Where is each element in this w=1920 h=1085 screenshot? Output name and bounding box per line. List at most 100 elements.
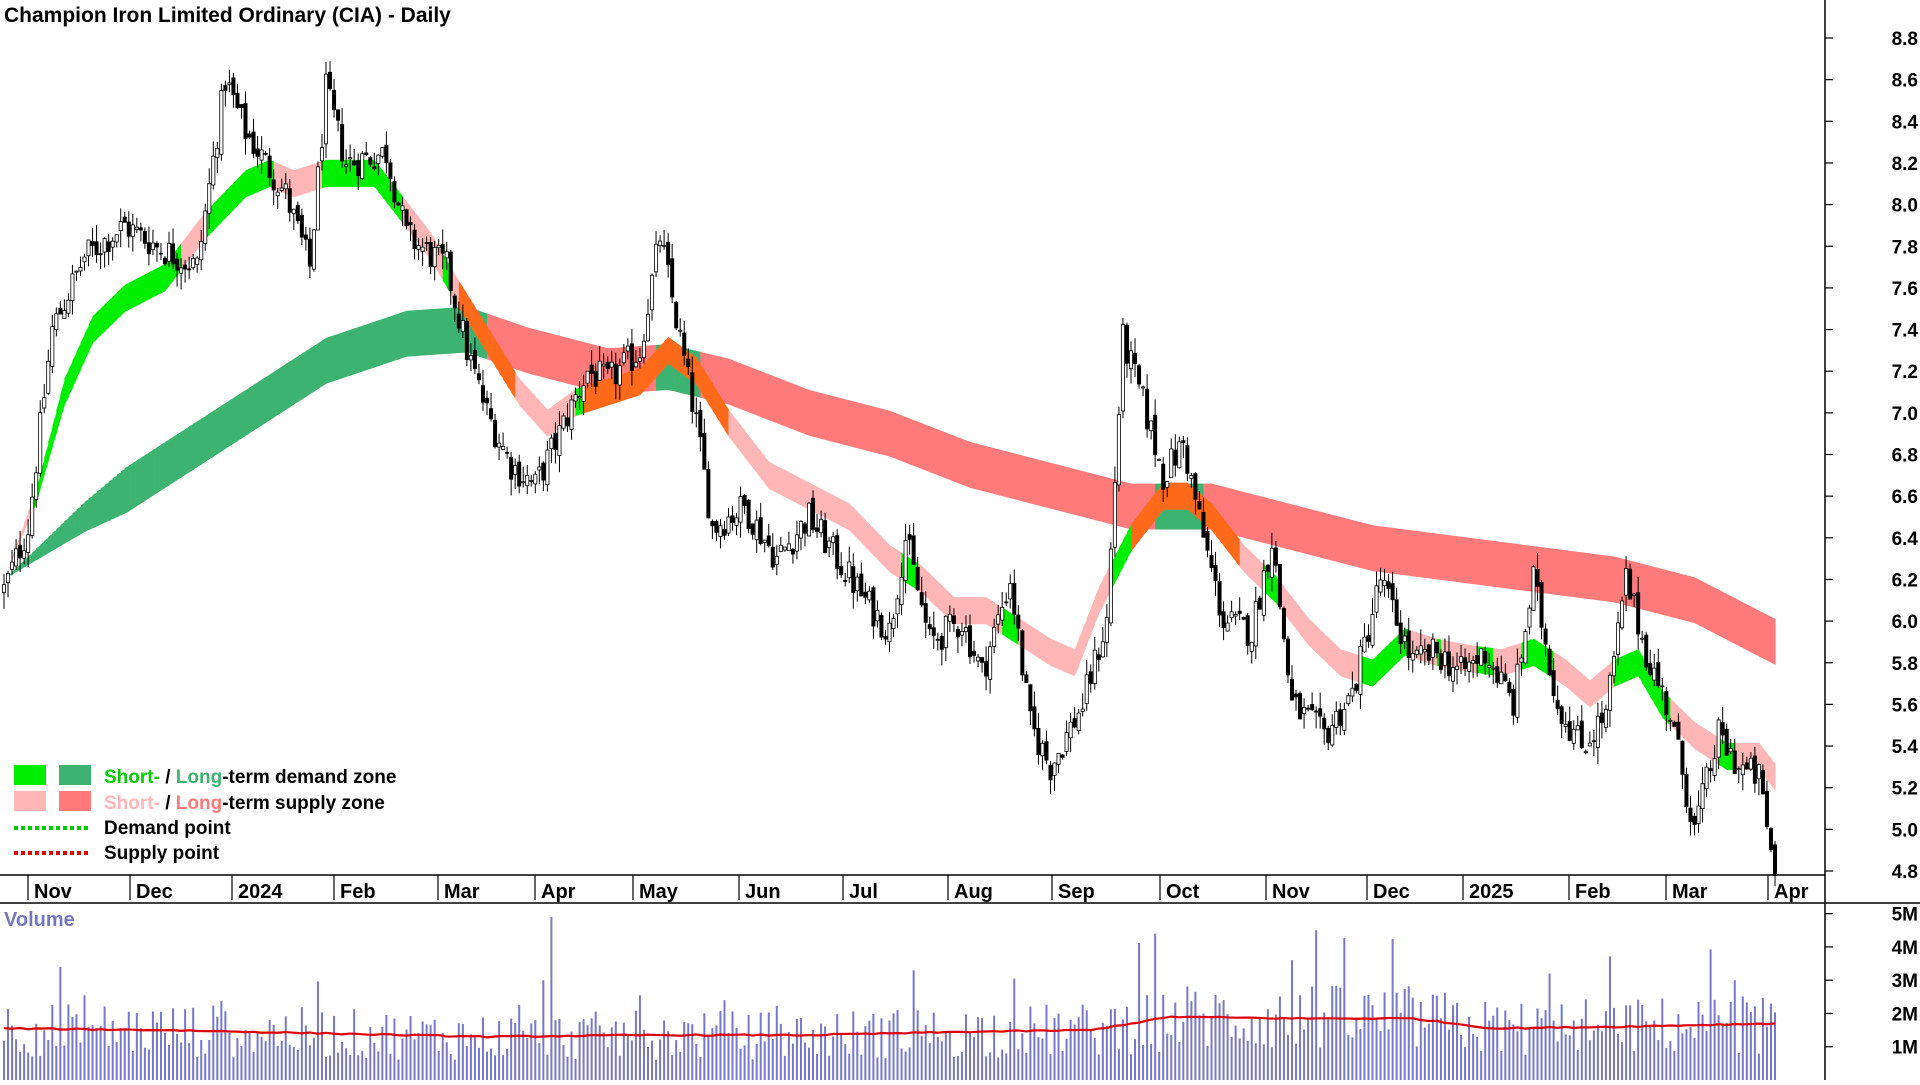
long-term-band-segment	[1271, 499, 1277, 547]
short-term-band-segment	[152, 268, 158, 298]
long-term-band-segment	[450, 307, 456, 354]
short-term-band-segment	[144, 272, 150, 302]
long-term-band-segment	[1762, 612, 1768, 661]
candle-body	[1599, 712, 1604, 724]
short-term-band-segment	[1453, 641, 1458, 670]
short-term-band-segment	[1388, 640, 1394, 672]
short-term-band-segment	[193, 222, 198, 255]
long-term-band-segment	[760, 371, 766, 419]
long-term-band-segment	[181, 428, 186, 478]
candle-body	[1040, 742, 1045, 757]
short-term-band-segment	[185, 232, 190, 265]
candle-body	[82, 256, 87, 263]
candle-body	[1149, 420, 1154, 432]
long-term-band-segment	[1094, 474, 1100, 522]
candle-body	[489, 408, 494, 420]
short-term-band-segment	[1167, 482, 1172, 510]
candle-body	[239, 104, 244, 109]
candle-body	[1273, 547, 1278, 566]
short-term-band-segment	[237, 174, 243, 206]
candle-body	[1539, 582, 1544, 628]
x-tick-label: Jun	[745, 881, 781, 903]
legend-supply-point: Supply point	[104, 843, 220, 864]
candle-body	[1265, 564, 1270, 572]
long-term-band-segment	[1372, 525, 1378, 572]
long-term-band-segment	[1010, 452, 1015, 500]
short-term-band-segment	[841, 499, 846, 529]
candle-body	[682, 332, 687, 356]
short-term-band-segment	[885, 540, 891, 573]
short-term-band-segment	[740, 425, 746, 458]
candle-body	[476, 373, 481, 381]
candle-body	[1644, 634, 1649, 668]
short-term-band-segment	[1561, 657, 1567, 687]
long-term-band-segment	[148, 449, 154, 499]
long-term-band-segment	[1730, 596, 1736, 645]
x-tick-label: May	[639, 881, 679, 903]
candle-body	[1720, 722, 1725, 736]
x-tick-label: Dec	[136, 881, 173, 903]
candle-body	[674, 301, 679, 329]
candle-body	[895, 598, 900, 615]
short-term-band-segment	[1364, 657, 1370, 686]
candle-body	[710, 520, 715, 527]
y-tick-label: 6.6	[1892, 487, 1918, 508]
short-term-band-segment	[221, 191, 226, 223]
long-term-band-segment	[1505, 542, 1510, 589]
candle-body	[1310, 704, 1315, 710]
candle-body	[1696, 805, 1701, 825]
long-term-band-segment	[535, 329, 540, 377]
long-term-band-segment	[1513, 543, 1518, 590]
candle-body	[199, 241, 204, 261]
long-term-band-segment	[1360, 522, 1366, 570]
candle-body	[1096, 654, 1101, 661]
short-term-band-segment	[1114, 547, 1120, 583]
candle-body	[307, 238, 312, 267]
candle-body	[42, 397, 47, 409]
candle-body	[1056, 752, 1061, 765]
short-term-band-segment	[1296, 602, 1301, 635]
candle-body	[1072, 718, 1077, 728]
short-term-band-segment	[297, 167, 303, 197]
long-term-band-segment	[1581, 552, 1587, 599]
short-term-band-segment	[523, 382, 528, 415]
candle-body	[1290, 678, 1295, 701]
short-term-band-segment	[643, 359, 649, 391]
long-term-band-segment	[1118, 480, 1124, 528]
long-term-band-segment	[740, 363, 746, 411]
candle-body	[1366, 635, 1371, 642]
candle-body	[392, 181, 397, 203]
long-term-band-segment	[1227, 487, 1233, 535]
short-term-band-segment	[800, 478, 806, 508]
long-term-band-segment	[1356, 521, 1362, 568]
legend: Short- / Long-term demand zone Short- / …	[14, 765, 396, 864]
long-term-band-segment	[1481, 539, 1486, 586]
candle-body	[1028, 684, 1033, 712]
candle-body	[658, 240, 663, 246]
candle-body	[509, 457, 514, 480]
candle-body	[843, 580, 848, 582]
short-term-band-segment	[1622, 654, 1627, 684]
short-term-band-segment	[1287, 591, 1293, 625]
candle-body	[915, 566, 920, 591]
candle-body	[1257, 597, 1262, 610]
long-term-band-segment	[1131, 483, 1136, 530]
long-term-band-segment	[12, 568, 17, 575]
short-term-band-segment	[591, 382, 597, 411]
candle-body	[1543, 628, 1548, 645]
candle-body	[408, 221, 413, 226]
long-term-band-segment	[1650, 565, 1655, 613]
long-term-band-segment	[390, 314, 396, 363]
short-term-band-segment	[382, 170, 387, 203]
long-term-band-segment	[1614, 556, 1619, 604]
candle-body	[424, 242, 429, 244]
candle-body	[782, 546, 787, 551]
short-term-band-segment	[64, 369, 69, 406]
candle-body	[1716, 719, 1721, 758]
candle-body	[1298, 693, 1303, 720]
candle-body	[694, 412, 699, 415]
candle-body	[1704, 766, 1709, 790]
candle-body	[303, 234, 308, 240]
short-term-band-segment	[104, 300, 110, 332]
long-term-band-segment	[1593, 553, 1599, 601]
